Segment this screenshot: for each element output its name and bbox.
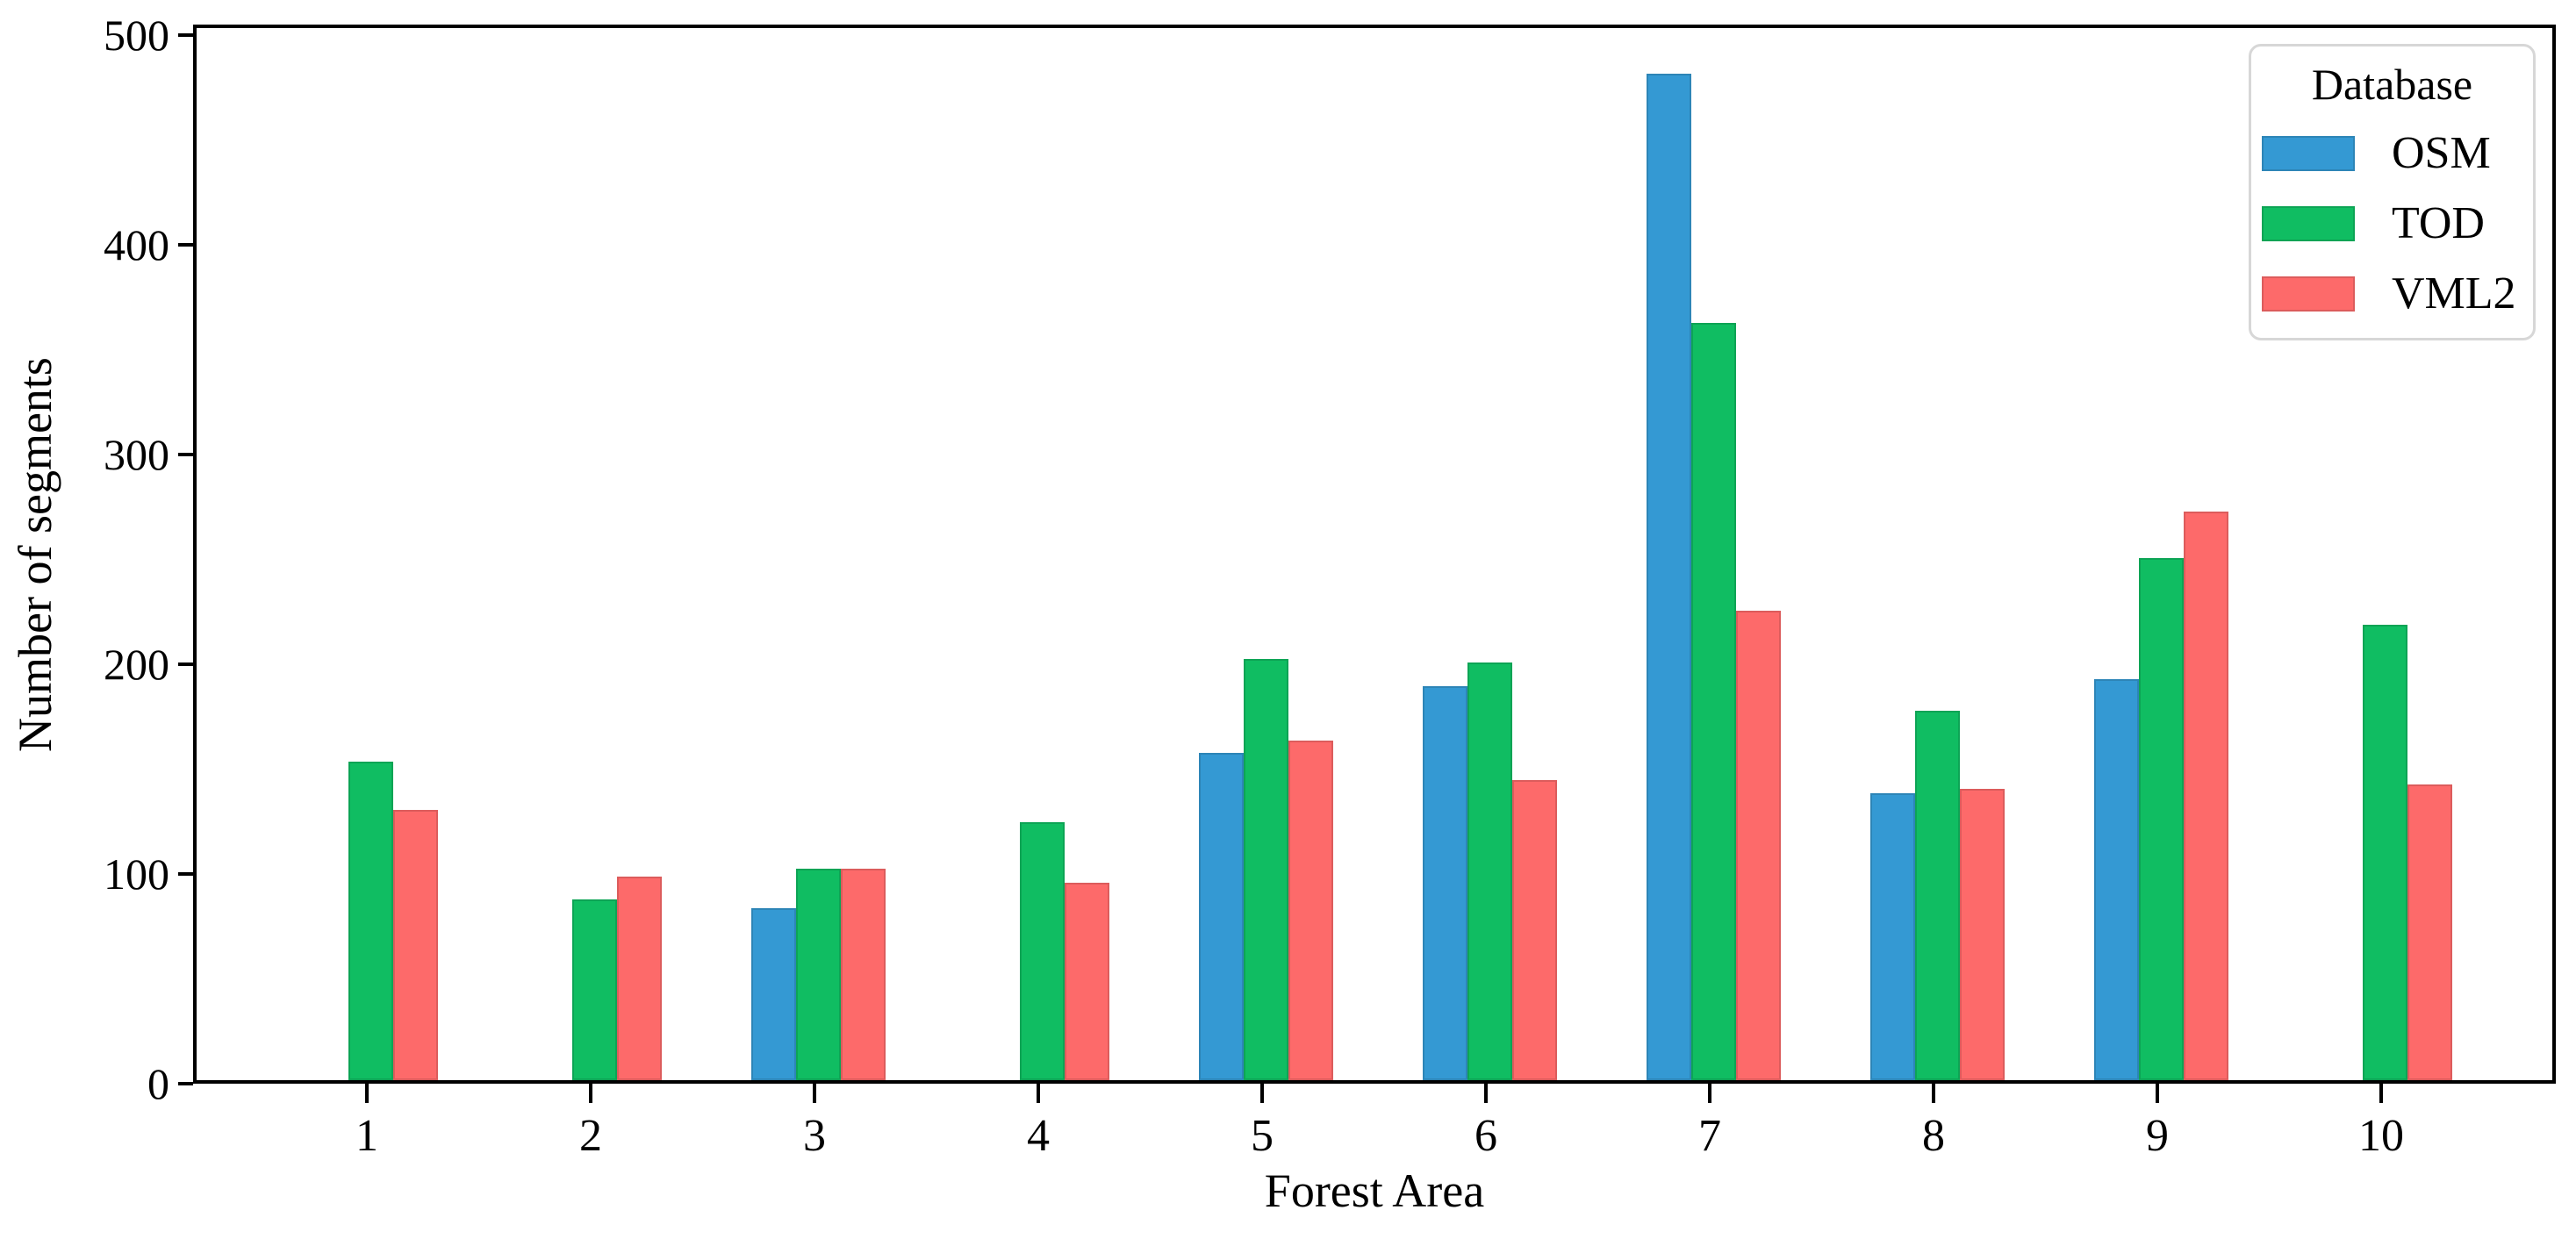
bar-VML2-2 (616, 877, 662, 1080)
legend-label-TOD: TOD (2392, 198, 2485, 248)
x-axis-title: Forest Area (1264, 1164, 1485, 1217)
x-tick-9 (2156, 1084, 2159, 1103)
x-tick-label-3: 3 (803, 1111, 826, 1161)
x-tick-label-7: 7 (1698, 1111, 1721, 1161)
bar-TOD-8 (1914, 711, 1960, 1080)
y-tick-label-0: 0 (147, 1059, 169, 1108)
bar-TOD-9 (2138, 558, 2184, 1080)
y-tick-500 (178, 32, 193, 37)
bar-VML2-10 (2407, 784, 2452, 1080)
bar-OSM-3 (750, 908, 796, 1080)
legend: Database OSM TOD VML2 (2249, 44, 2536, 340)
y-tick-label-500: 500 (104, 10, 169, 60)
bar-TOD-10 (2362, 625, 2407, 1080)
x-tick-2 (589, 1084, 592, 1103)
y-tick-100 (178, 871, 193, 876)
bar-VML2-6 (1511, 780, 1557, 1080)
bar-VML2-5 (1288, 741, 1333, 1080)
legend-label-VML2: VML2 (2392, 269, 2516, 319)
bar-TOD-1 (348, 762, 393, 1080)
bar-TOD-5 (1243, 659, 1288, 1080)
bar-TOD-2 (571, 899, 617, 1080)
legend-item-OSM: OSM (2262, 128, 2491, 178)
x-tick-label-2: 2 (579, 1111, 602, 1161)
bar-TOD-7 (1690, 323, 1736, 1080)
bar-VML2-1 (392, 810, 438, 1080)
x-tick-6 (1484, 1084, 1488, 1103)
bar-OSM-8 (1869, 793, 1915, 1080)
legend-swatch-OSM (2262, 136, 2355, 171)
bar-OSM-6 (1422, 686, 1467, 1080)
x-tick-4 (1037, 1084, 1040, 1103)
x-tick-label-1: 1 (355, 1111, 378, 1161)
plot-area (193, 25, 2556, 1084)
legend-swatch-TOD (2262, 206, 2355, 241)
bar-TOD-3 (795, 869, 841, 1080)
bar-VML2-4 (1064, 883, 1109, 1080)
y-tick-200 (178, 662, 193, 666)
bar-VML2-9 (2183, 512, 2228, 1080)
legend-item-TOD: TOD (2262, 198, 2485, 248)
y-tick-label-400: 400 (104, 219, 169, 269)
legend-swatch-VML2 (2262, 276, 2355, 312)
bar-OSM-9 (2093, 679, 2139, 1080)
bar-VML2-3 (840, 869, 886, 1080)
y-tick-label-300: 300 (104, 429, 169, 479)
legend-title: Database (2311, 60, 2473, 109)
y-axis-title: Number of segments (9, 357, 61, 752)
y-tick-label-100: 100 (104, 849, 169, 899)
x-tick-label-5: 5 (1251, 1111, 1274, 1161)
bar-TOD-4 (1019, 822, 1065, 1080)
x-tick-label-9: 9 (2146, 1111, 2169, 1161)
x-tick-8 (1932, 1084, 1935, 1103)
bar-VML2-7 (1735, 611, 1781, 1080)
legend-item-VML2: VML2 (2262, 269, 2516, 319)
x-tick-7 (1708, 1084, 1711, 1103)
x-tick-10 (2379, 1084, 2383, 1103)
bar-OSM-7 (1646, 74, 1691, 1080)
x-tick-label-4: 4 (1027, 1111, 1050, 1161)
bar-VML2-8 (1959, 789, 2005, 1080)
y-tick-400 (178, 242, 193, 247)
y-tick-label-200: 200 (104, 639, 169, 689)
x-tick-5 (1260, 1084, 1264, 1103)
y-tick-300 (178, 452, 193, 456)
x-tick-label-6: 6 (1475, 1111, 1497, 1161)
bar-OSM-5 (1198, 753, 1244, 1080)
x-tick-label-8: 8 (1922, 1111, 1945, 1161)
x-tick-3 (813, 1084, 816, 1103)
x-tick-label-10: 10 (2358, 1111, 2404, 1161)
bar-TOD-6 (1467, 662, 1512, 1080)
y-tick-0 (178, 1082, 193, 1085)
x-tick-1 (365, 1084, 369, 1103)
legend-label-OSM: OSM (2392, 128, 2491, 178)
